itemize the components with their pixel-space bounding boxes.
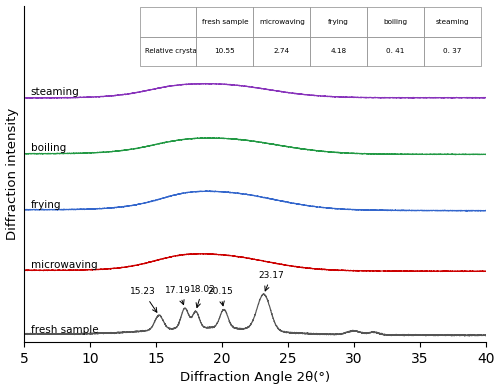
Text: microwaving: microwaving [30,260,98,270]
Text: 20.15: 20.15 [207,287,233,306]
Text: steaming: steaming [30,87,80,97]
Text: boiling: boiling [30,143,66,153]
Y-axis label: Diffraction intensity: Diffraction intensity [6,108,18,240]
Text: 15.23: 15.23 [130,287,157,312]
Text: frying: frying [30,200,61,209]
Text: 18.02: 18.02 [190,285,216,308]
X-axis label: Diffraction Angle 2θ(°): Diffraction Angle 2θ(°) [180,371,330,385]
Text: fresh sample: fresh sample [30,324,98,335]
Text: 17.19: 17.19 [166,286,191,305]
Text: 23.17: 23.17 [259,271,284,291]
